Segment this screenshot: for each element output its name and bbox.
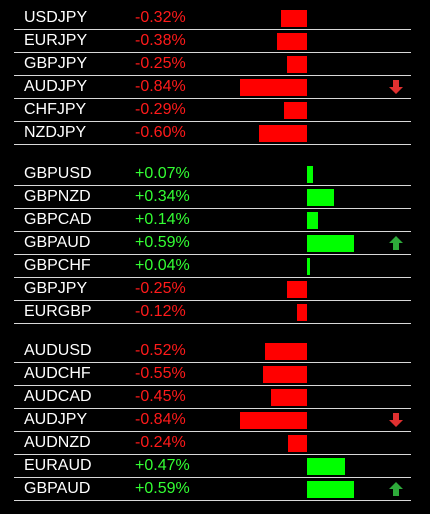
- pair-symbol: AUDUSD: [24, 342, 92, 359]
- pair-change: -0.60%: [135, 124, 186, 141]
- change-bar-negative: [240, 79, 307, 96]
- change-bar-positive: [307, 166, 313, 183]
- pair-symbol: AUDJPY: [24, 78, 88, 95]
- pair-row[interactable]: EURGBP -0.12%: [14, 301, 411, 324]
- change-bar-negative: [277, 33, 307, 50]
- change-bar-negative: [263, 366, 307, 383]
- pair-symbol: GBPNZD: [24, 188, 91, 205]
- pair-row[interactable]: GBPCAD +0.14%: [14, 209, 411, 232]
- change-bar-positive: [307, 189, 334, 206]
- pair-symbol: GBPJPY: [24, 55, 88, 72]
- pair-group-gbp: GBPUSD +0.07% GBPNZD +0.34% GBPCAD +0.14% GBPA…: [14, 163, 411, 324]
- pair-symbol: NZDJPY: [24, 124, 87, 141]
- pair-row[interactable]: AUDNZD -0.24%: [14, 432, 411, 455]
- pair-change: -0.25%: [135, 55, 186, 72]
- pair-row[interactable]: NZDJPY -0.60%: [14, 122, 411, 145]
- pair-change: -0.12%: [135, 303, 186, 320]
- pair-change: -0.24%: [135, 434, 186, 451]
- pair-change: -0.32%: [135, 9, 186, 26]
- change-bar-positive: [307, 458, 345, 475]
- pair-change: -0.84%: [135, 78, 186, 95]
- change-bar-positive: [307, 235, 354, 252]
- pair-change: +0.47%: [135, 457, 190, 474]
- change-bar-negative: [240, 412, 307, 429]
- pair-symbol: EURJPY: [24, 32, 88, 49]
- pair-symbol: GBPAUD: [24, 480, 91, 497]
- pair-symbol: GBPAUD: [24, 234, 91, 251]
- pair-symbol: EURAUD: [24, 457, 92, 474]
- pair-change: -0.38%: [135, 32, 186, 49]
- pair-row[interactable]: EURJPY -0.38%: [14, 30, 411, 53]
- pair-symbol: AUDNZD: [24, 434, 91, 451]
- pair-symbol: AUDCAD: [24, 388, 92, 405]
- pair-change: -0.52%: [135, 342, 186, 359]
- pair-change: +0.34%: [135, 188, 190, 205]
- change-bar-negative: [287, 281, 307, 298]
- change-bar-positive: [307, 258, 310, 275]
- pair-change: +0.59%: [135, 480, 190, 497]
- pair-row[interactable]: GBPUSD +0.07%: [14, 163, 411, 186]
- change-bar-negative: [297, 304, 307, 321]
- pair-change: -0.84%: [135, 411, 186, 428]
- pair-row[interactable]: GBPJPY -0.25%: [14, 278, 411, 301]
- pair-symbol: AUDCHF: [24, 365, 91, 382]
- pair-row[interactable]: AUDUSD -0.52%: [14, 340, 411, 363]
- change-bar-negative: [288, 435, 307, 452]
- change-bar-positive: [307, 212, 318, 229]
- pair-row[interactable]: CHFJPY -0.29%: [14, 99, 411, 122]
- pair-symbol: GBPCHF: [24, 257, 91, 274]
- arrow-up-icon: [389, 236, 403, 250]
- pair-symbol: GBPUSD: [24, 165, 92, 182]
- pair-group-aud: AUDUSD -0.52% AUDCHF -0.55% AUDCAD -0.45% AUDJ…: [14, 340, 411, 501]
- change-bar-negative: [287, 56, 307, 73]
- pair-row[interactable]: GBPAUD +0.59%: [14, 478, 411, 501]
- pair-group-jpy: USDJPY -0.32% EURJPY -0.38% GBPJPY -0.25% AUDJ…: [14, 7, 411, 145]
- pair-row[interactable]: AUDJPY -0.84%: [14, 76, 411, 99]
- pair-row[interactable]: GBPCHF +0.04%: [14, 255, 411, 278]
- pair-change: +0.14%: [135, 211, 190, 228]
- pair-change: +0.59%: [135, 234, 190, 251]
- change-bar-positive: [307, 481, 354, 498]
- pair-row[interactable]: GBPJPY -0.25%: [14, 53, 411, 76]
- pair-symbol: EURGBP: [24, 303, 92, 320]
- pair-symbol: GBPJPY: [24, 280, 88, 297]
- arrow-up-icon: [389, 482, 403, 496]
- pair-row[interactable]: AUDCHF -0.55%: [14, 363, 411, 386]
- change-bar-negative: [271, 389, 307, 406]
- pair-row[interactable]: GBPNZD +0.34%: [14, 186, 411, 209]
- pair-symbol: USDJPY: [24, 9, 88, 26]
- pair-row[interactable]: GBPAUD +0.59%: [14, 232, 411, 255]
- pair-change: -0.25%: [135, 280, 186, 297]
- pair-symbol: AUDJPY: [24, 411, 88, 428]
- change-bar-negative: [265, 343, 307, 360]
- pair-change: -0.29%: [135, 101, 186, 118]
- pair-change: +0.07%: [135, 165, 190, 182]
- change-bar-negative: [284, 102, 307, 119]
- pair-row[interactable]: USDJPY -0.32%: [14, 7, 411, 30]
- pair-symbol: CHFJPY: [24, 101, 87, 118]
- arrow-down-icon: [389, 80, 403, 94]
- change-bar-negative: [259, 125, 307, 142]
- pair-change: +0.04%: [135, 257, 190, 274]
- pair-row[interactable]: AUDJPY -0.84%: [14, 409, 411, 432]
- pair-symbol: GBPCAD: [24, 211, 92, 228]
- pair-row[interactable]: AUDCAD -0.45%: [14, 386, 411, 409]
- pair-change: -0.45%: [135, 388, 186, 405]
- arrow-down-icon: [389, 413, 403, 427]
- pair-row[interactable]: EURAUD +0.47%: [14, 455, 411, 478]
- change-bar-negative: [281, 10, 307, 27]
- pair-change: -0.55%: [135, 365, 186, 382]
